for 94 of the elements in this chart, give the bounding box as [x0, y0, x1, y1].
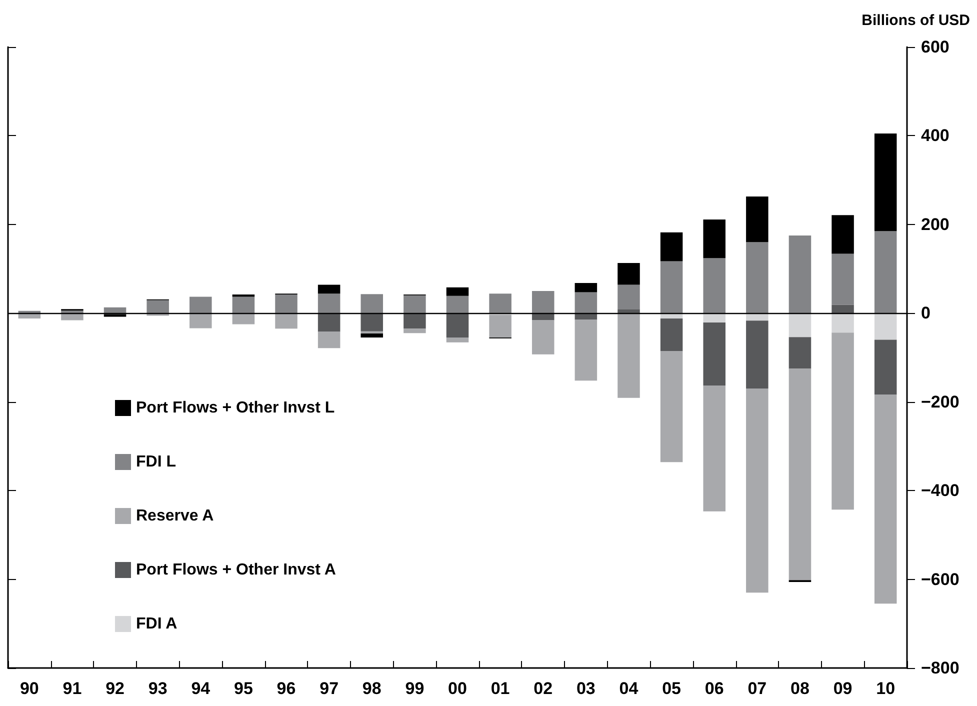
y-tick-label: 0 — [921, 304, 930, 323]
bar — [489, 314, 512, 338]
bar — [104, 307, 126, 314]
bar — [618, 309, 640, 314]
bar — [404, 328, 426, 334]
bar — [618, 284, 640, 310]
x-tick-label: 91 — [62, 679, 82, 698]
bar — [874, 231, 897, 314]
bar — [404, 295, 426, 314]
bar — [146, 300, 169, 314]
bar — [660, 318, 683, 352]
bar — [703, 385, 726, 512]
x-tick-label: 96 — [276, 679, 296, 698]
bar — [832, 313, 854, 333]
bar — [489, 294, 512, 314]
x-tick-label: 08 — [790, 679, 810, 698]
y-tick-label: 200 — [921, 214, 950, 234]
bar — [618, 263, 640, 285]
x-tick-label: 92 — [106, 679, 124, 698]
bar — [446, 338, 469, 342]
bar — [874, 313, 897, 340]
bar — [703, 322, 726, 386]
x-tick-label: 02 — [534, 679, 553, 698]
bar — [660, 261, 683, 314]
bar — [832, 254, 854, 305]
bar — [275, 294, 298, 314]
bar — [318, 294, 340, 314]
bar — [874, 340, 897, 395]
legend-label: Port Flows + Other Invst A — [136, 562, 336, 578]
x-tick-label: 90 — [20, 679, 39, 698]
x-tick-label: 00 — [448, 679, 467, 698]
bar — [232, 296, 255, 314]
bar — [746, 196, 768, 242]
bar — [618, 313, 640, 398]
bar — [574, 282, 598, 292]
bar — [703, 258, 726, 314]
bar — [746, 242, 768, 314]
bar — [61, 310, 84, 314]
bar — [832, 304, 854, 314]
bar — [574, 292, 598, 314]
legend-label: Port Flows + Other Invst L — [136, 400, 335, 416]
bar — [832, 215, 854, 254]
x-tick-label: 10 — [876, 679, 896, 698]
x-tick-label: 09 — [833, 679, 852, 698]
legend-label: FDI L — [136, 454, 176, 470]
bar — [660, 232, 683, 262]
bar — [660, 351, 683, 462]
bar — [318, 332, 340, 348]
bar — [746, 320, 768, 389]
y-tick-label: −800 — [921, 658, 960, 678]
bar — [446, 313, 469, 338]
bar — [275, 313, 298, 329]
bar — [788, 337, 812, 369]
bar — [703, 220, 726, 258]
bar — [874, 133, 897, 232]
bar — [190, 313, 212, 328]
bar — [446, 287, 469, 296]
bar — [832, 332, 854, 510]
x-tick-label: 04 — [619, 679, 639, 698]
bar — [788, 368, 812, 580]
legend-label: Reserve A — [136, 508, 214, 524]
x-tick-label: 94 — [191, 679, 211, 698]
x-tick-label: 03 — [576, 679, 596, 698]
legend-label: FDI A — [136, 616, 178, 632]
bar — [874, 394, 897, 604]
y-tick-label: 600 — [921, 38, 950, 56]
bar — [788, 313, 812, 338]
bar — [360, 313, 384, 332]
bar — [574, 320, 598, 381]
y-tick-label: 400 — [921, 126, 950, 146]
bar — [190, 296, 212, 314]
bar — [318, 284, 340, 294]
x-tick-label: 05 — [662, 679, 682, 698]
x-tick-label: 01 — [490, 679, 510, 698]
bar — [360, 334, 384, 338]
bar — [532, 320, 554, 354]
y-tick-label: −200 — [921, 392, 960, 412]
x-tick-label: 06 — [704, 679, 724, 698]
x-tick-label: 98 — [362, 679, 382, 698]
bar — [746, 388, 768, 593]
bar — [404, 313, 426, 329]
bar — [532, 290, 554, 314]
x-tick-label: 93 — [148, 679, 168, 698]
x-tick-label: 07 — [748, 679, 767, 698]
x-tick-label: 97 — [320, 679, 339, 698]
y-tick-label: −600 — [921, 570, 960, 589]
bar — [318, 313, 340, 332]
bar — [360, 294, 384, 314]
y-tick-label: −400 — [921, 481, 960, 500]
x-tick-label: 99 — [405, 679, 424, 698]
x-tick-label: 95 — [234, 679, 253, 698]
bar — [446, 296, 469, 314]
bar — [788, 236, 812, 314]
y-axis-title: Billions of USD — [862, 12, 970, 29]
